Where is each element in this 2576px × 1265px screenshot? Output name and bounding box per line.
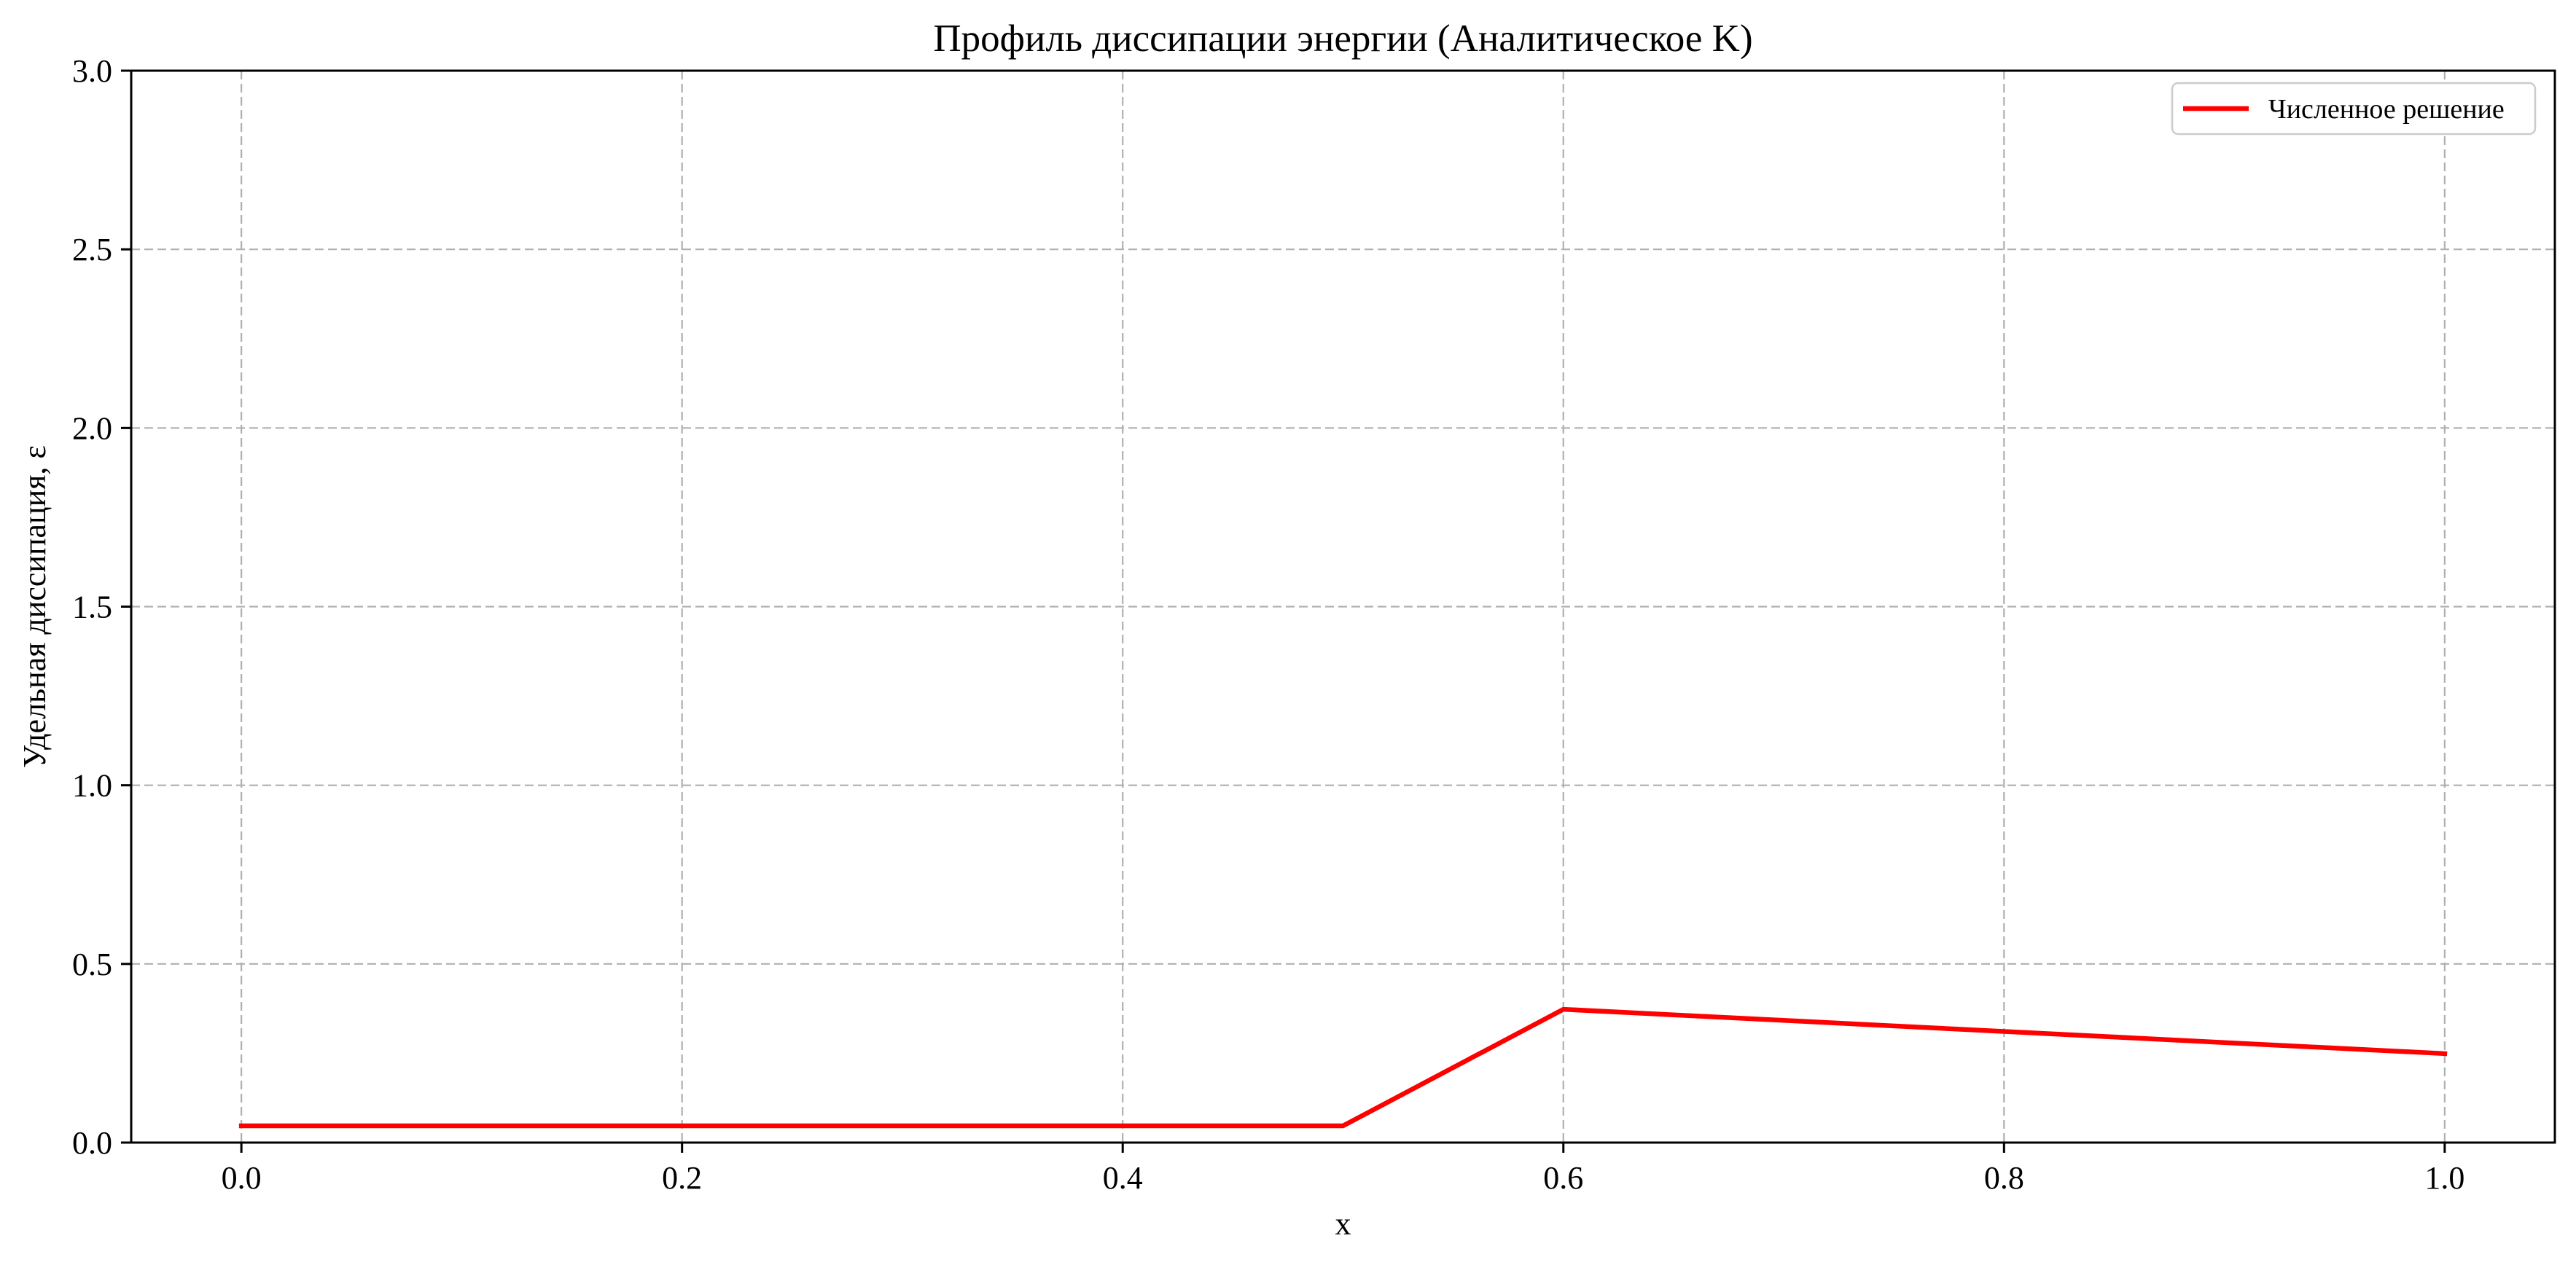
series-line — [238, 1006, 2448, 1129]
grid — [131, 71, 2555, 1143]
x-tick-label: 0.0 — [222, 1160, 262, 1196]
y-tick-label: 0.5 — [72, 947, 112, 982]
y-tick-label: 2.5 — [72, 232, 112, 267]
y-tick-label: 1.0 — [72, 768, 112, 804]
y-axis-label: Удельная диссипация, ε — [17, 445, 52, 768]
x-tick-label: 0.8 — [1984, 1160, 2024, 1196]
legend-box — [2171, 82, 2537, 136]
chart-title: Профиль диссипации энергии (Аналитическо… — [933, 17, 1752, 60]
x-tick-label: 1.0 — [2424, 1160, 2464, 1196]
y-tick-label: 2.0 — [72, 410, 112, 446]
x-tick-label: 0.6 — [1543, 1160, 1583, 1196]
ticks: 0.0 0.2 0.4 0.6 0.8 1.0 0.0 0.5 1.0 1.5 2.0 2.5 3.0 — [72, 53, 2464, 1196]
x-tick-label: 0.4 — [1103, 1160, 1143, 1196]
series-layer — [238, 1006, 2448, 1129]
y-tick-label: 0.0 — [72, 1125, 112, 1161]
legend-label: Численное решение — [2268, 94, 2505, 125]
x-axis-label: x — [1335, 1206, 1351, 1242]
y-tick-label: 3.0 — [72, 53, 112, 89]
x-tick-label: 0.2 — [662, 1160, 702, 1196]
legend: Численное решение — [2171, 82, 2537, 136]
y-tick-label: 1.5 — [72, 590, 112, 625]
